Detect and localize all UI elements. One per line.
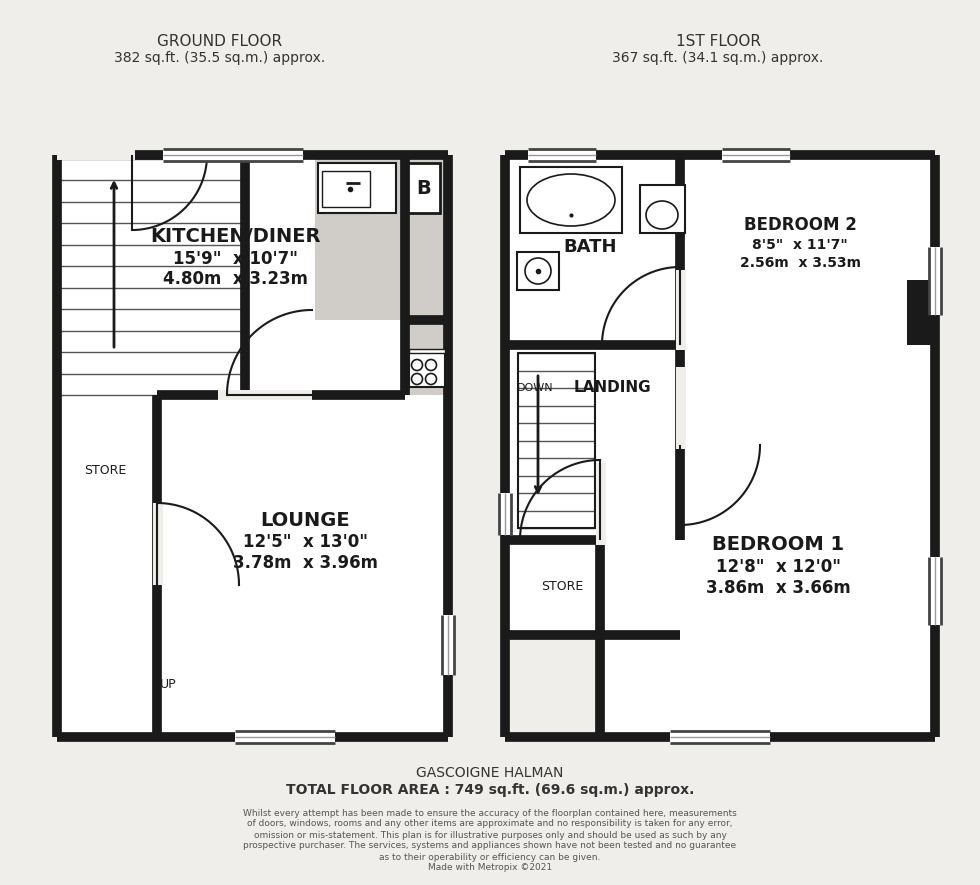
Bar	[929, 557, 941, 625]
Bar	[322, 171, 370, 207]
Bar	[518, 353, 595, 528]
Text: LOUNGE: LOUNGE	[260, 511, 350, 529]
Bar	[315, 155, 448, 320]
Bar	[235, 731, 335, 743]
Text: 367 sq.ft. (34.1 sq.m.) approx.: 367 sq.ft. (34.1 sq.m.) approx.	[612, 51, 823, 65]
Bar	[505, 345, 680, 540]
Ellipse shape	[646, 201, 678, 229]
Bar	[499, 493, 511, 535]
Bar	[409, 351, 445, 387]
Bar	[528, 149, 596, 161]
Bar	[405, 320, 448, 395]
Bar	[57, 155, 448, 395]
Circle shape	[412, 373, 422, 384]
Text: 12'8"  x 12'0": 12'8" x 12'0"	[715, 558, 841, 576]
Bar	[442, 615, 454, 675]
Bar	[517, 252, 559, 290]
Bar	[670, 731, 770, 743]
Text: BATH: BATH	[564, 238, 616, 256]
Text: 382 sq.ft. (35.5 sq.m.) approx.: 382 sq.ft. (35.5 sq.m.) approx.	[115, 51, 325, 65]
Bar	[57, 150, 135, 159]
Text: omission or mis-statement. This plan is for illustrative purposes only and shoul: omission or mis-statement. This plan is …	[254, 830, 726, 840]
Text: Made with Metropix ©2021: Made with Metropix ©2021	[428, 864, 552, 873]
Bar	[680, 155, 935, 345]
Text: BEDROOM 1: BEDROOM 1	[711, 535, 844, 555]
Text: 2.56m  x 3.53m: 2.56m x 3.53m	[740, 256, 860, 270]
Text: Whilst every attempt has been made to ensure the accuracy of the floorplan conta: Whilst every attempt has been made to en…	[243, 809, 737, 818]
Ellipse shape	[527, 174, 615, 226]
Bar	[596, 463, 606, 544]
Text: 15'9"  x 10'7": 15'9" x 10'7"	[172, 250, 298, 268]
Circle shape	[425, 373, 436, 384]
Circle shape	[525, 258, 551, 284]
Bar	[318, 163, 396, 213]
Text: TOTAL FLOOR AREA : 749 sq.ft. (69.6 sq.m.) approx.: TOTAL FLOOR AREA : 749 sq.ft. (69.6 sq.m…	[286, 783, 694, 797]
Bar	[408, 163, 440, 213]
Text: 1ST FLOOR: 1ST FLOOR	[675, 35, 760, 50]
Text: LANDING: LANDING	[573, 381, 651, 396]
Bar	[218, 389, 312, 399]
Bar	[163, 149, 303, 161]
Bar	[600, 345, 935, 737]
Text: BEDROOM 2: BEDROOM 2	[744, 216, 857, 234]
Text: STORE: STORE	[541, 581, 583, 594]
Text: 3.78m  x 3.96m: 3.78m x 3.96m	[232, 554, 377, 572]
Bar	[640, 185, 685, 233]
Bar	[675, 270, 685, 350]
Bar	[722, 149, 790, 161]
Bar	[153, 503, 163, 585]
Text: GASCOIGNE HALMAN: GASCOIGNE HALMAN	[416, 766, 564, 780]
Bar	[520, 167, 622, 233]
Circle shape	[412, 359, 422, 371]
Text: DOWN: DOWN	[516, 383, 554, 393]
Bar	[505, 540, 680, 635]
Text: 4.80m  x 3.23m: 4.80m x 3.23m	[163, 270, 308, 288]
Text: 3.86m  x 3.66m: 3.86m x 3.66m	[706, 579, 851, 597]
Text: KITCHEN/DINER: KITCHEN/DINER	[150, 227, 320, 247]
Bar	[907, 280, 935, 345]
Text: as to their operability or efficiency can be given.: as to their operability or efficiency ca…	[379, 852, 601, 861]
Text: UP: UP	[160, 679, 176, 691]
Bar	[505, 155, 680, 345]
Text: GROUND FLOOR: GROUND FLOOR	[158, 35, 282, 50]
Text: prospective purchaser. The services, systems and appliances shown have not been : prospective purchaser. The services, sys…	[243, 842, 737, 850]
Bar	[675, 366, 685, 449]
Bar	[929, 247, 941, 315]
Text: 8'5"  x 11'7": 8'5" x 11'7"	[752, 238, 848, 252]
Text: 12'5"  x 13'0": 12'5" x 13'0"	[242, 533, 368, 551]
Bar	[409, 349, 445, 353]
Bar	[157, 395, 448, 737]
Circle shape	[425, 359, 436, 371]
Text: STORE: STORE	[84, 464, 126, 476]
Bar	[57, 395, 157, 737]
Text: B: B	[416, 179, 431, 197]
Text: of doors, windows, rooms and any other items are approximate and no responsibili: of doors, windows, rooms and any other i…	[247, 820, 733, 828]
